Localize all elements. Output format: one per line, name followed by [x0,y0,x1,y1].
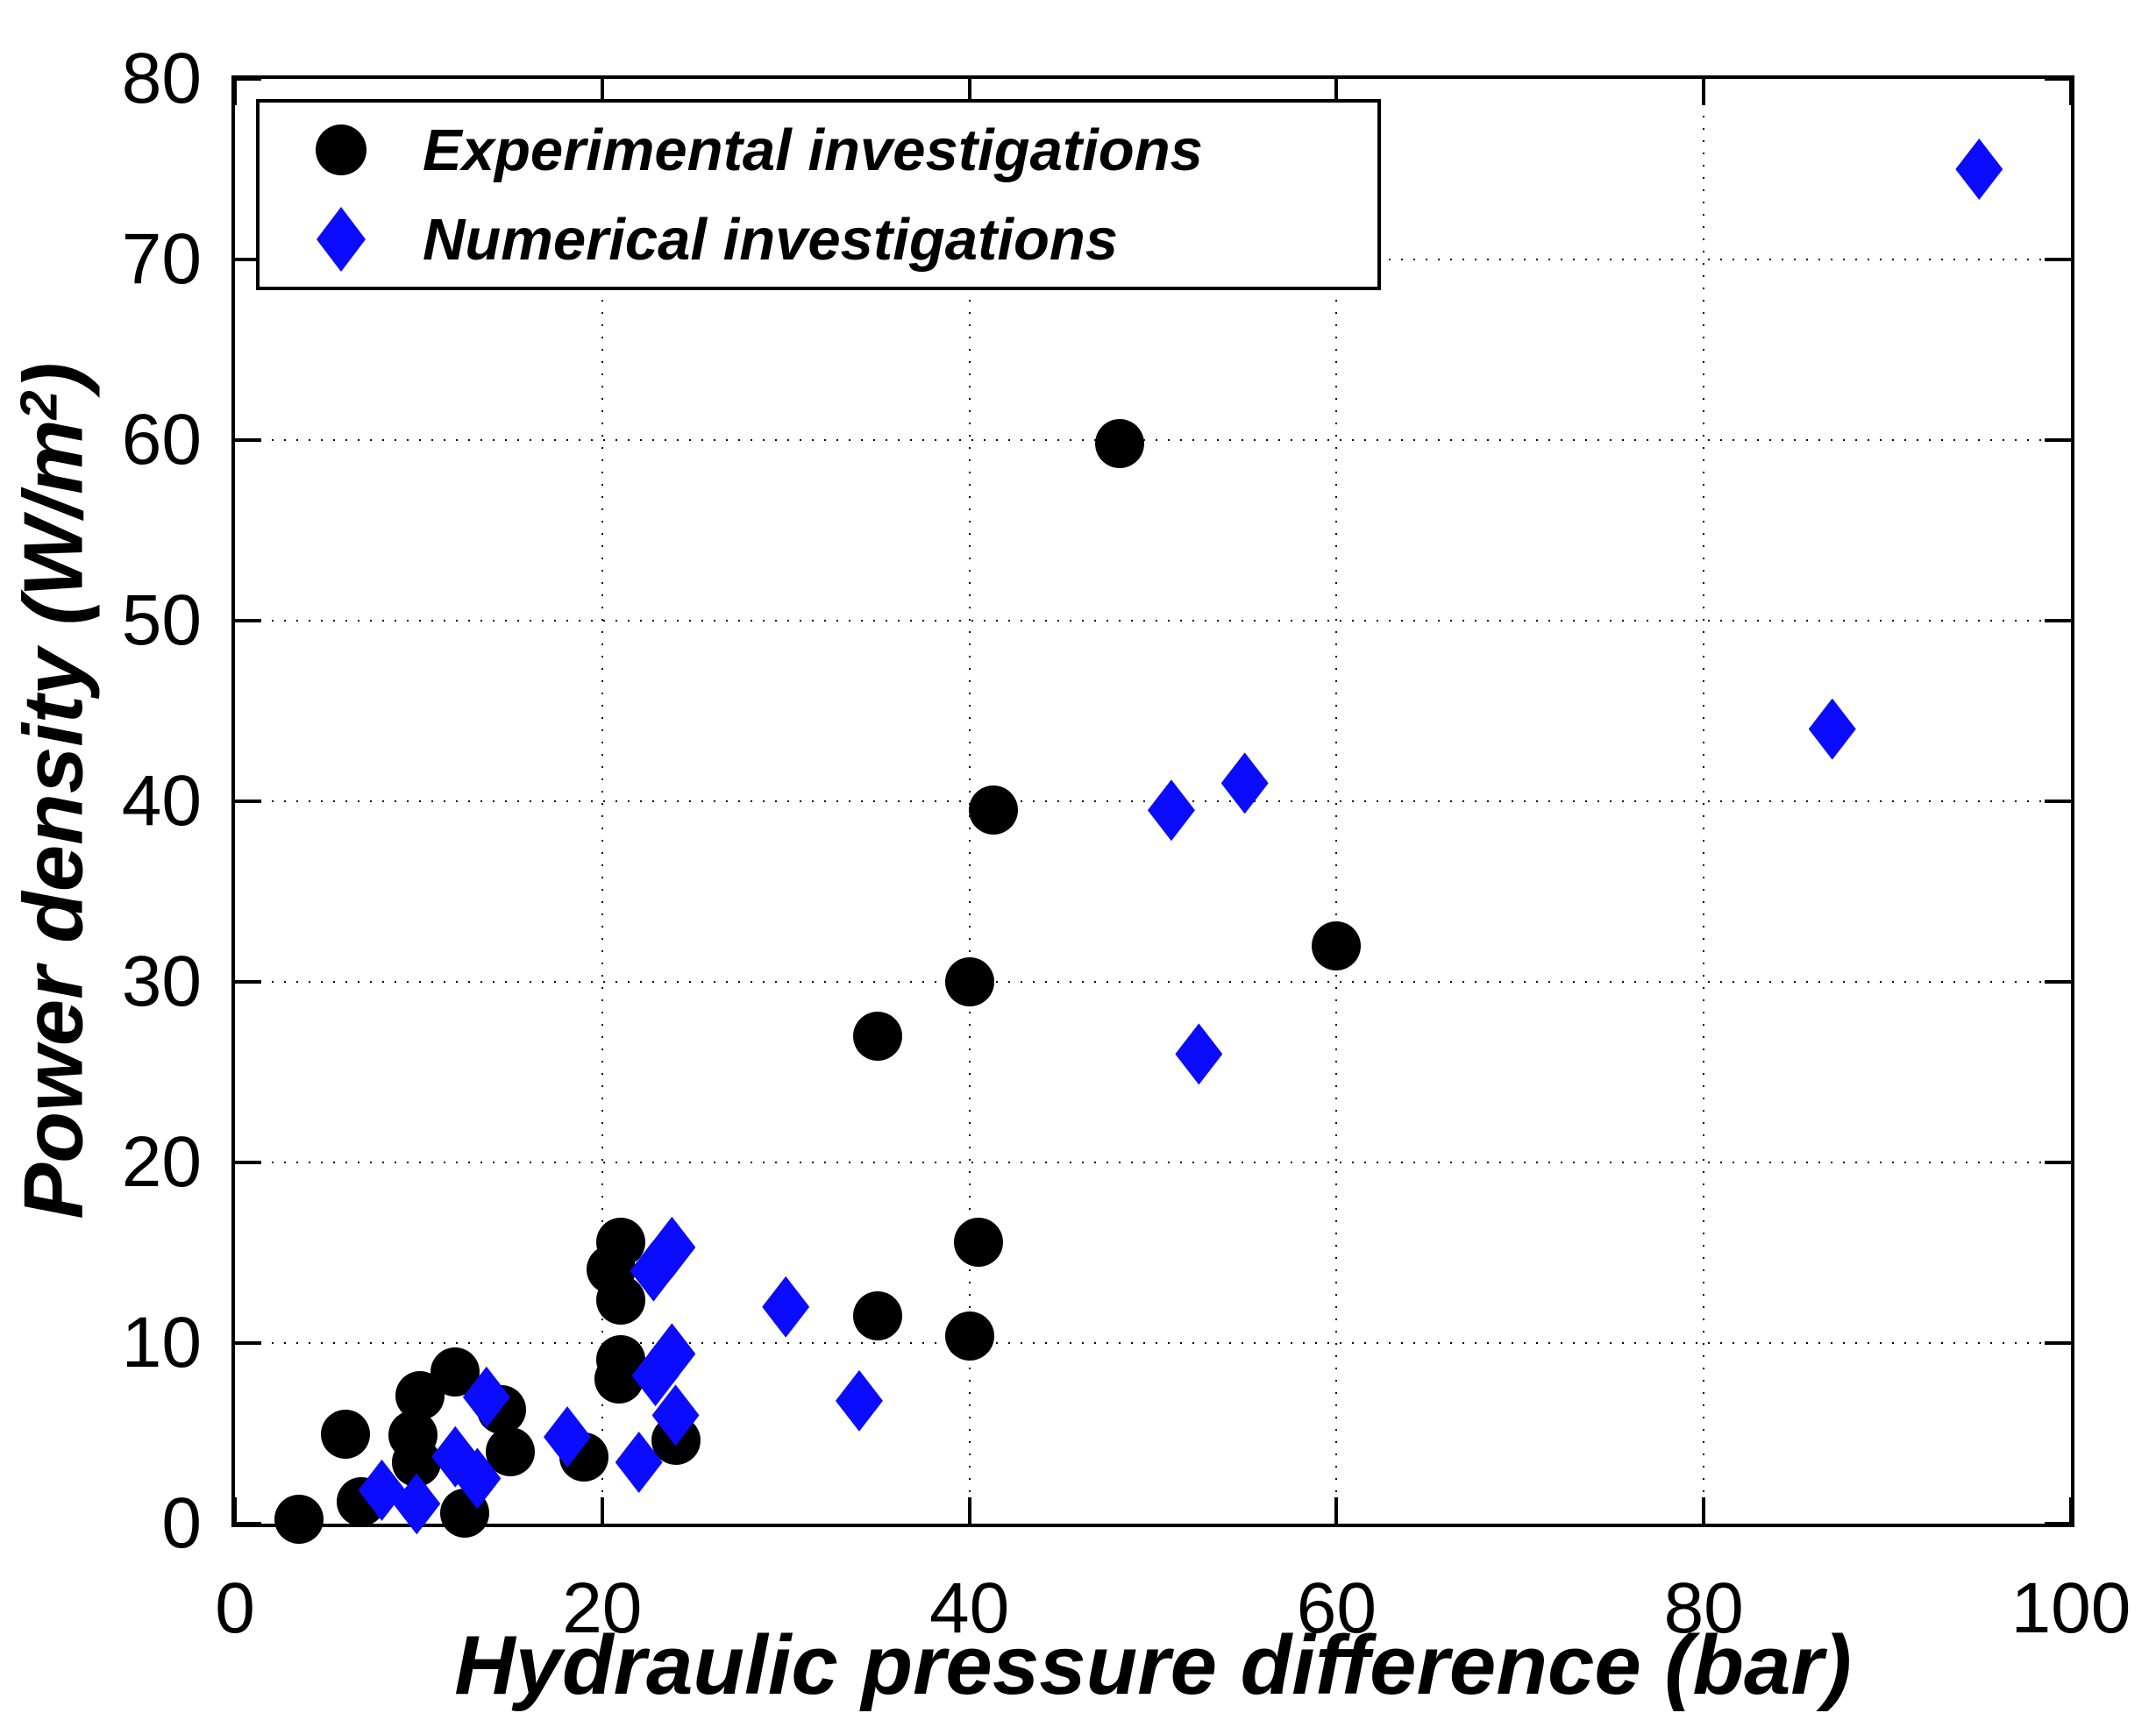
data-point-diamond [1955,139,2003,200]
y-tick-label: 70 [121,219,202,299]
data-point-circle [595,1217,645,1267]
y-tick-mark-left [235,980,261,984]
y-tick-mark-left [235,438,261,442]
data-point-circle [954,1217,1004,1267]
gridline-horizontal [235,1162,2071,1163]
data-point-circle [1312,920,1362,970]
data-point-diamond [1220,752,1269,814]
gridline-horizontal [235,1342,2071,1344]
data-point-circle [944,957,994,1006]
y-axis-label-text: Power density (W/m [7,419,101,1219]
y-tick-label: 10 [121,1303,202,1382]
x-tick-mark-bottom [1702,1497,1706,1524]
x-tick-mark-bottom [2069,1497,2073,1524]
y-tick-mark-right [2045,258,2071,261]
gridline-horizontal [235,439,2071,441]
y-tick-mark-right [2045,800,2071,803]
data-point-circle [968,785,1018,835]
y-tick-label: 0 [161,1483,202,1563]
y-axis-label-superscript: 2 [10,390,69,420]
legend-circle-marker-icon [260,124,423,175]
data-point-circle [852,1291,902,1341]
y-tick-mark-left [235,258,261,261]
legend-label-numerical: Numerical investigations [423,206,1119,273]
data-point-diamond [1175,1023,1223,1085]
y-tick-mark-right [2045,980,2071,984]
y-tick-mark-left [235,1341,261,1345]
data-point-diamond [762,1276,810,1338]
plot-area: 0 20 40 60 80 100 0 10 20 30 40 50 60 70 80 Experiment… [7,39,2131,1711]
x-tick-mark-bottom [600,1497,604,1524]
legend-item-experimental: Experimental investigations [260,111,1377,188]
gridline-vertical [601,79,603,1524]
y-tick-mark-left [235,1522,261,1525]
gridline-horizontal [235,981,2071,983]
x-tick-mark-bottom [233,1497,237,1524]
data-point-diamond [1808,698,1856,760]
data-point-circle [852,1011,902,1061]
x-tick-mark-top [1702,79,1706,105]
y-tick-label: 30 [121,942,202,1021]
data-point-circle [1095,419,1145,469]
y-tick-label: 40 [121,761,202,841]
x-tick-mark-bottom [967,1497,971,1524]
x-tick-label: 40 [929,1568,1010,1648]
gridline-vertical [1335,79,1338,1524]
x-tick-label: 0 [215,1568,255,1648]
x-tick-mark-top [1334,79,1339,105]
x-tick-mark-top [2069,79,2073,105]
data-point-diamond [1147,779,1195,842]
y-tick-label: 80 [121,39,202,118]
y-tick-mark-right [2045,1161,2071,1164]
data-point-circle [486,1426,536,1476]
gridline-horizontal [235,800,2071,802]
y-tick-mark-right [2045,77,2071,81]
y-tick-mark-right [2045,1522,2071,1525]
x-tick-mark-bottom [1334,1497,1339,1524]
x-tick-mark-top [967,79,971,105]
x-tick-mark-top [600,79,604,105]
x-tick-label: 20 [562,1568,643,1648]
y-tick-mark-right [2045,1341,2071,1345]
y-tick-mark-left [235,77,261,81]
x-axis-label: Hydraulic pressure difference (bar) [454,1618,1852,1712]
legend-diamond-marker-icon [260,207,423,272]
data-point-diamond [393,1473,441,1535]
legend-label-experimental: Experimental investigations [423,117,1203,183]
y-tick-mark-right [2045,619,2071,622]
y-tick-mark-right [2045,438,2071,442]
y-tick-mark-left [235,1161,261,1164]
gridline-horizontal [235,620,2071,622]
data-point-circle [944,1311,994,1361]
gridline-vertical [1703,79,1705,1524]
data-point-circle [320,1410,370,1460]
y-tick-mark-left [235,619,261,622]
legend-item-numerical: Numerical investigations [260,201,1377,278]
x-tick-label: 100 [2010,1568,2131,1648]
x-tick-mark-top [233,79,237,105]
y-tick-label: 20 [121,1122,202,1202]
y-tick-label: 60 [121,400,202,480]
y-tick-label: 50 [121,580,202,660]
data-point-circle [595,1275,645,1325]
x-tick-label: 60 [1296,1568,1377,1648]
data-point-diamond [835,1369,883,1432]
y-axis-label-close-paren: ) [7,362,101,391]
x-tick-label: 80 [1663,1568,1744,1648]
legend: Experimental investigations Numerical in… [256,99,1381,290]
y-tick-mark-left [235,800,261,803]
data-point-circle [274,1494,324,1544]
